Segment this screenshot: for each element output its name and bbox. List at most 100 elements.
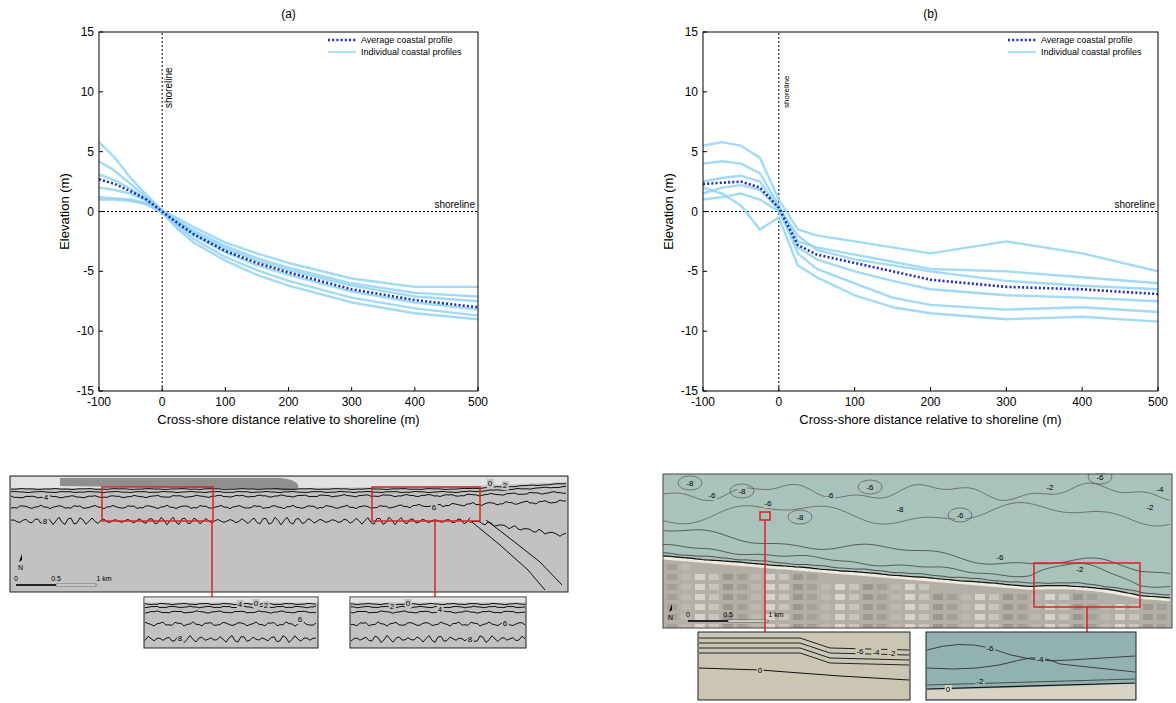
scale-label: 0.5 [723, 611, 733, 618]
city-block [905, 604, 915, 610]
city-block [793, 624, 803, 628]
city-block [905, 594, 915, 600]
contour-line [486, 520, 562, 585]
label-patch [825, 491, 835, 500]
contour-label: -4 [1036, 655, 1044, 664]
city-block [1003, 614, 1013, 620]
city-block [975, 594, 985, 600]
label-patch [502, 481, 509, 490]
city-block [1115, 614, 1125, 620]
scale-label: 1 km [768, 611, 783, 618]
label-patch [1045, 483, 1055, 492]
contour-line [11, 492, 566, 498]
contour-label: -2 [1046, 483, 1054, 492]
city-block [1059, 614, 1069, 620]
city-block [849, 624, 859, 628]
contour-label: -6 [866, 483, 874, 492]
city-block [1003, 624, 1013, 628]
city-block [989, 624, 999, 628]
contour-loop [858, 480, 882, 494]
label-patch [1145, 503, 1155, 512]
city-block [765, 574, 775, 580]
contour-label: -6 [956, 511, 964, 520]
city-block [933, 604, 943, 610]
contour-label: -8 [796, 513, 804, 522]
y-tick-label: 10 [685, 85, 699, 99]
contour-label: -6 [986, 644, 994, 653]
legend: Average coastal profileIndividual coasta… [328, 35, 462, 57]
contour-loop [1088, 474, 1112, 484]
inset-marker [372, 487, 480, 521]
x-tick [99, 387, 100, 391]
y-tick [703, 331, 707, 332]
city-block [1101, 624, 1111, 628]
x-tick-label: 200 [920, 395, 940, 409]
panel-title: (b) [923, 7, 938, 21]
legend-label: Average coastal profile [361, 35, 452, 45]
y-tick-label: 5 [87, 145, 94, 159]
x-tick [854, 387, 855, 391]
city-block [1129, 614, 1139, 620]
x-tick-label: 500 [468, 395, 488, 409]
city-block [821, 604, 831, 610]
plot-area [703, 32, 1158, 391]
city-block [1129, 624, 1139, 628]
contour-label: 2 [264, 601, 269, 610]
city-block [709, 574, 719, 580]
map-content [663, 474, 1172, 628]
inset-connector [1086, 607, 1088, 632]
x-tick [703, 387, 704, 391]
city-block [793, 574, 803, 580]
legend-swatch [328, 51, 356, 53]
city-block [863, 624, 873, 628]
city-block [1157, 604, 1167, 610]
contour-line [663, 530, 1170, 574]
city-block [1143, 614, 1153, 620]
city-block [779, 604, 789, 610]
label-patch [389, 602, 396, 611]
label-patch [263, 601, 270, 610]
contour-line [663, 553, 1170, 595]
city-block [765, 584, 775, 590]
inset-frame [350, 597, 526, 648]
x-tick-label: 300 [996, 395, 1016, 409]
contour-line [11, 486, 566, 492]
x-tick-label: -100 [691, 395, 715, 409]
y-tick [703, 32, 707, 33]
city-block [1087, 624, 1097, 628]
city-block [1045, 614, 1055, 620]
city-block [919, 614, 929, 620]
label-patch [237, 600, 244, 609]
label-patch [437, 605, 444, 614]
city-block [779, 624, 789, 628]
city-block [1073, 614, 1083, 620]
city-block [849, 594, 859, 600]
city-block [681, 594, 691, 600]
city-block [891, 604, 901, 610]
city-block [877, 624, 887, 628]
land [927, 684, 1135, 699]
city-block [821, 594, 831, 600]
city-block [793, 604, 803, 610]
city-block [891, 614, 901, 620]
label-patch [467, 635, 474, 644]
city-block [723, 584, 733, 590]
contour-line [663, 483, 1170, 500]
label-patch [763, 499, 773, 508]
city-block [863, 594, 873, 600]
city-block [751, 624, 761, 628]
contour-label: -6 [764, 499, 772, 508]
legend-label: Average coastal profile [1041, 35, 1132, 45]
city-block [849, 584, 859, 590]
city-block [1101, 614, 1111, 620]
north-label: N [18, 564, 23, 571]
contour-loop [788, 510, 812, 524]
contour-label: -2 [976, 677, 984, 686]
individual-profile [703, 185, 1158, 312]
label-patch [405, 599, 412, 608]
city-block [807, 574, 817, 580]
label-patch [887, 649, 897, 658]
scale-bar [688, 620, 768, 622]
x-tick-label: 500 [1148, 395, 1168, 409]
y-tick [703, 211, 707, 212]
